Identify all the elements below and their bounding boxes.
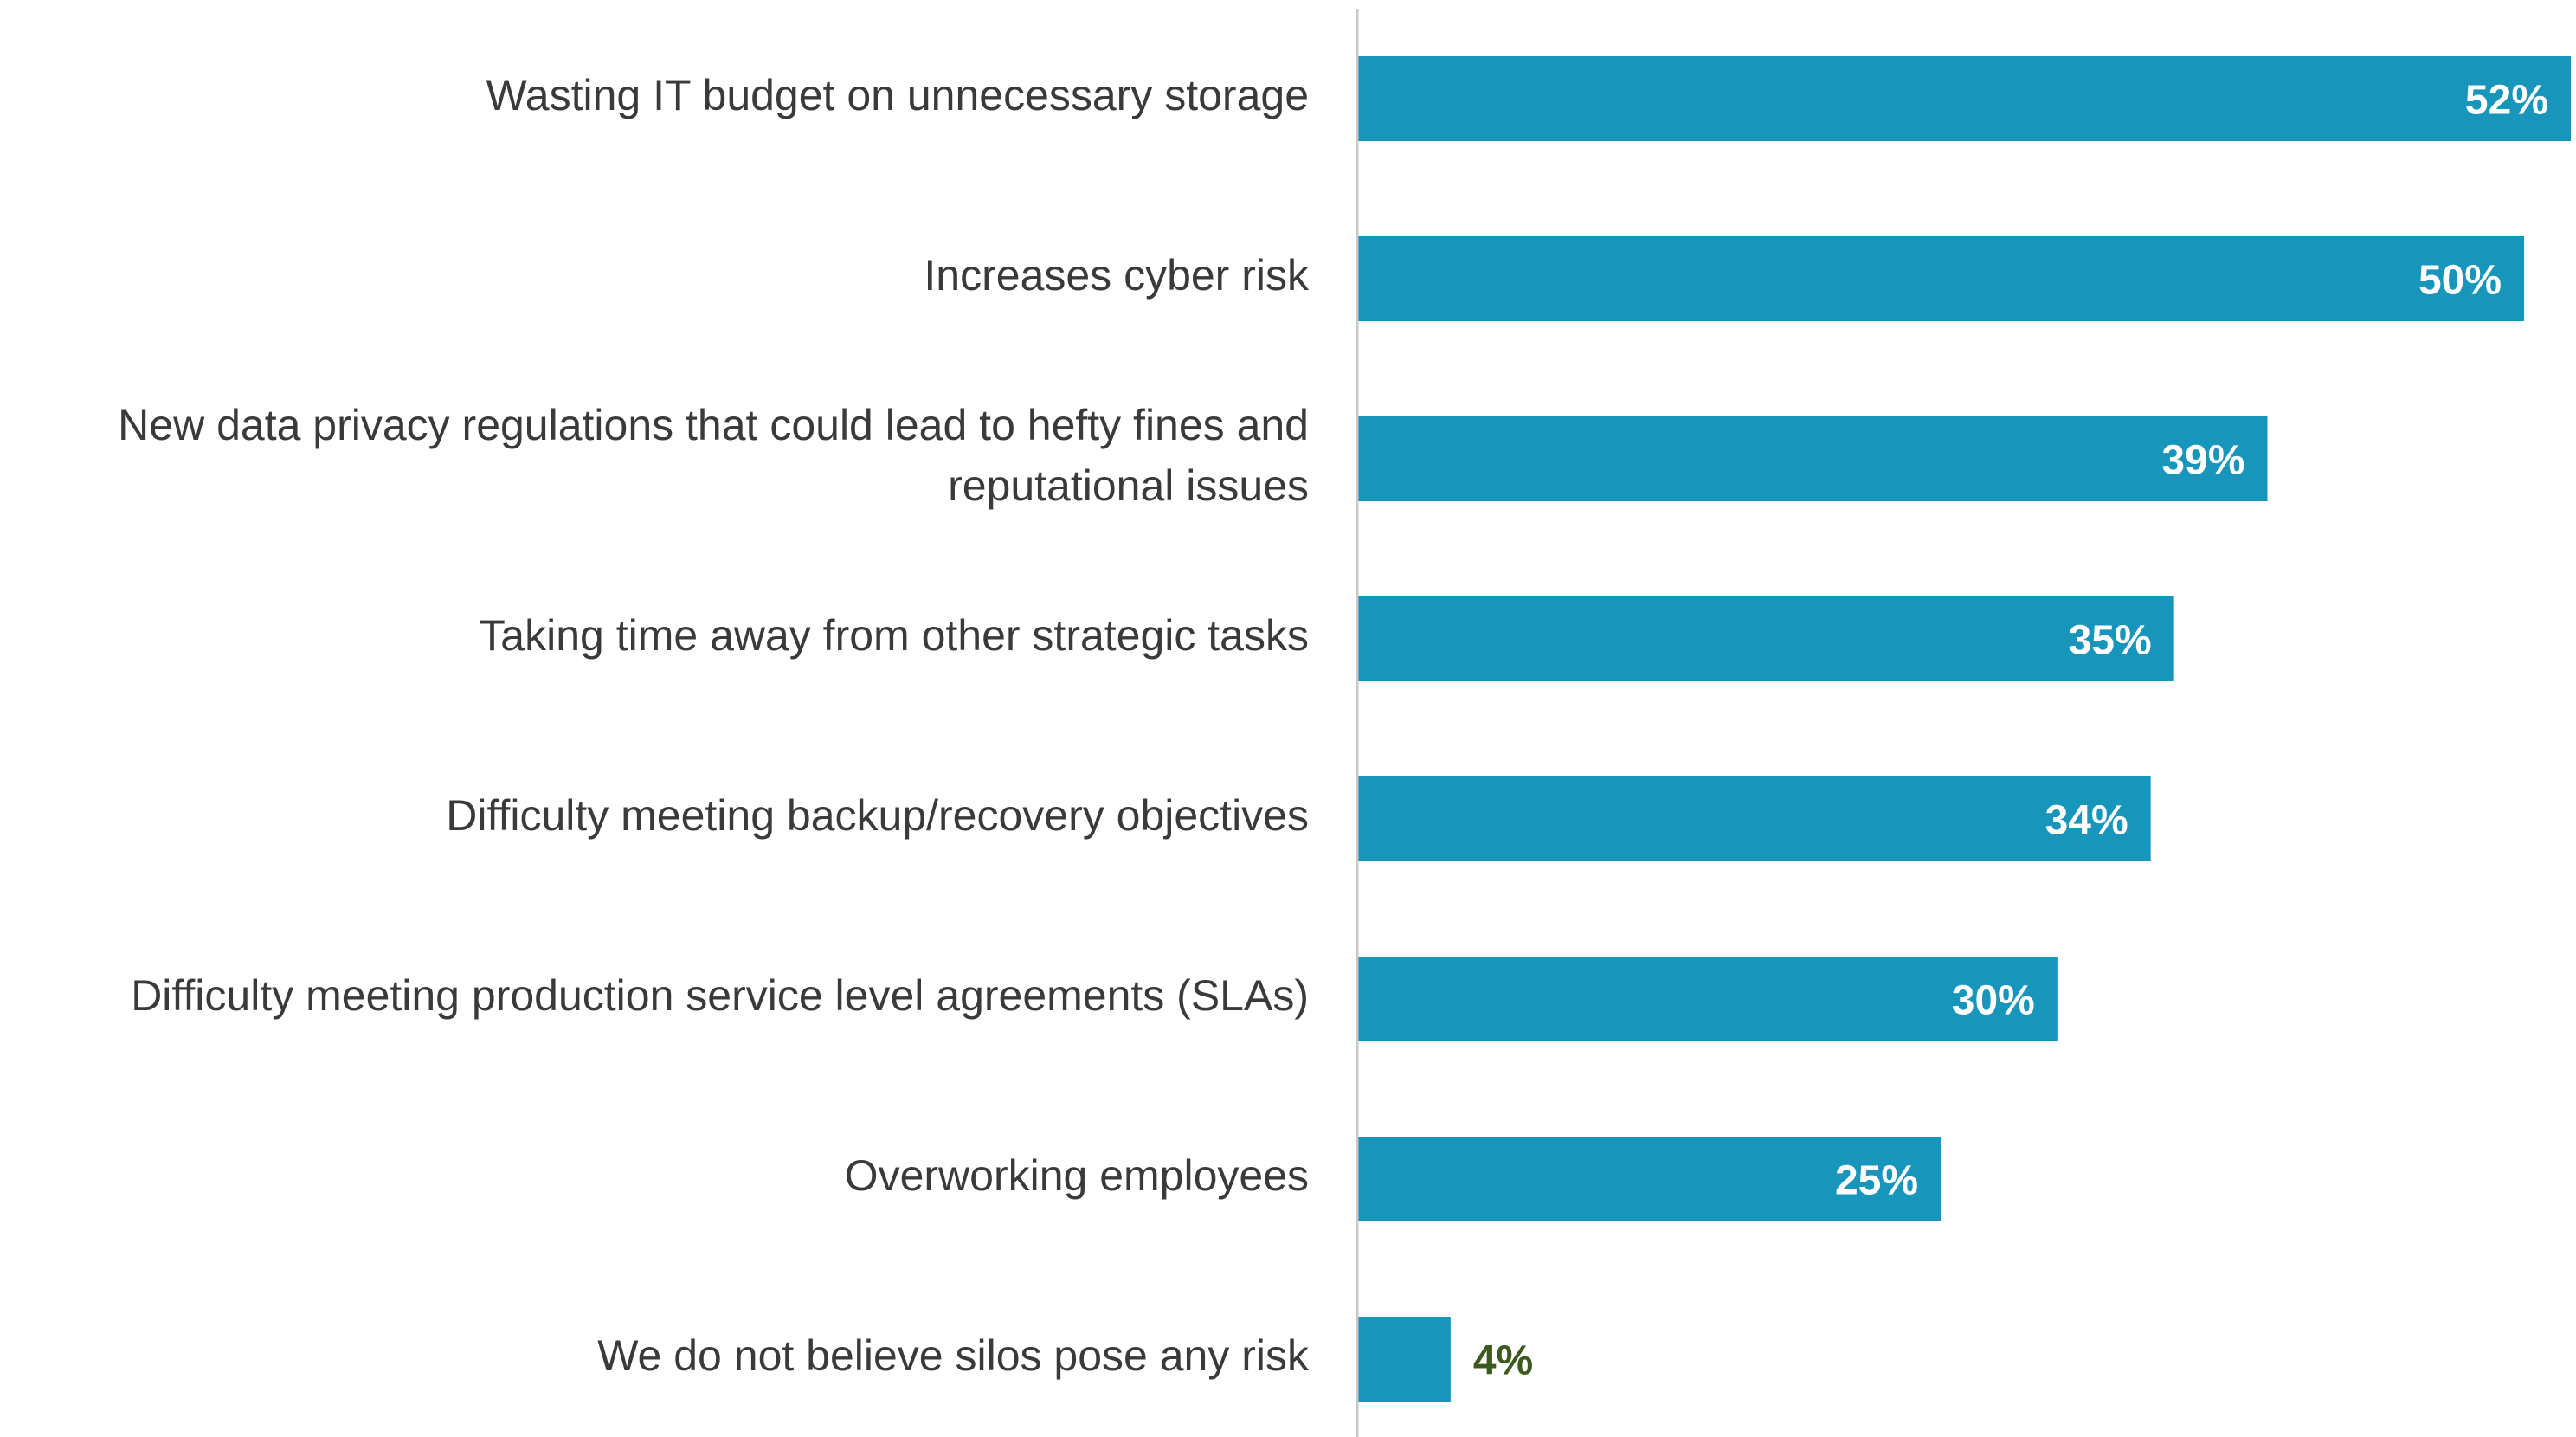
- category-label: Increases cyber risk: [924, 251, 1310, 300]
- category-label: Overworking employees: [845, 1151, 1309, 1200]
- bar: [1357, 416, 2268, 501]
- category-labels-group: Wasting IT budget on unnecessary storage…: [118, 71, 1310, 1380]
- data-label: 35%: [2069, 618, 2152, 664]
- data-label: 50%: [2418, 258, 2502, 304]
- category-label: reputational issues: [948, 461, 1309, 510]
- data-label: 25%: [1835, 1158, 1918, 1204]
- bar: [1357, 56, 2571, 141]
- bar: [1357, 957, 2058, 1041]
- data-label: 4%: [1473, 1338, 1533, 1384]
- data-label: 39%: [2161, 438, 2244, 484]
- bar: [1357, 776, 2151, 861]
- bars-group: 52% 50% 39% 35% 34% 30% 25% 4%: [1357, 56, 2571, 1402]
- bar: [1357, 1137, 1942, 1221]
- bar: [1357, 1317, 1451, 1402]
- category-label: Difficulty meeting backup/recovery objec…: [446, 791, 1309, 840]
- data-label: 52%: [2465, 78, 2548, 124]
- category-label: Taking time away from other strategic ta…: [479, 611, 1309, 660]
- data-label: 34%: [2045, 798, 2128, 844]
- data-label: 30%: [1952, 978, 2035, 1024]
- category-label: Difficulty meeting production service le…: [131, 971, 1309, 1020]
- bar: [1357, 236, 2525, 321]
- category-label: We do not believe silos pose any risk: [597, 1331, 1310, 1380]
- category-label: Wasting IT budget on unnecessary storage: [486, 71, 1309, 119]
- category-label: New data privacy regulations that could …: [118, 401, 1309, 449]
- bar: [1357, 596, 2174, 681]
